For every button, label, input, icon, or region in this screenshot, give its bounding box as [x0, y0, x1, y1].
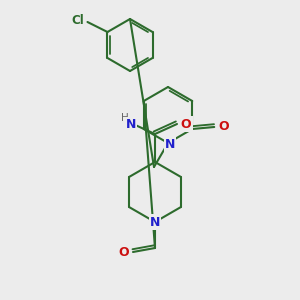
Text: N: N	[126, 118, 136, 130]
Text: N: N	[165, 139, 175, 152]
Text: Cl: Cl	[71, 14, 84, 26]
Text: H: H	[121, 113, 129, 123]
Text: N: N	[150, 215, 160, 229]
Text: O: O	[218, 121, 229, 134]
Text: O: O	[181, 118, 191, 130]
Text: O: O	[119, 245, 129, 259]
